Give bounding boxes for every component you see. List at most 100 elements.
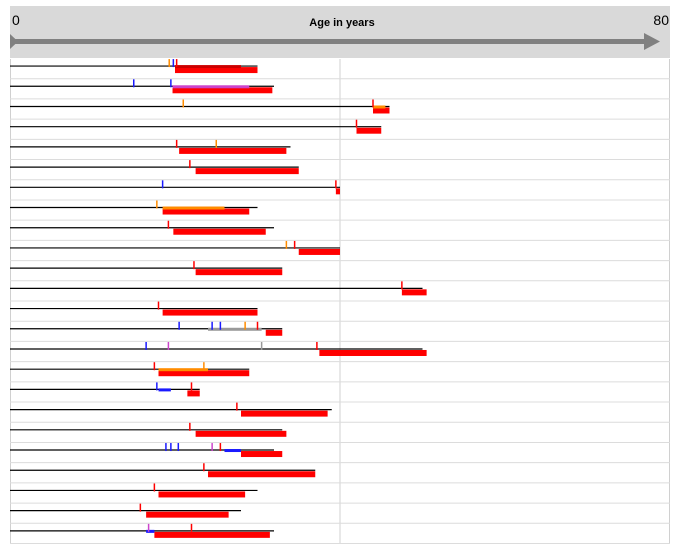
event-bar [173,228,266,235]
event-tick [189,160,191,169]
event-bar [195,168,299,175]
event-bar [224,449,241,453]
event-bar [208,327,262,331]
event-tick [293,240,296,249]
event-tick [161,180,164,189]
event-tick [335,180,337,189]
event-bar [195,430,287,437]
patient-row [10,483,258,498]
event-tick [165,443,167,452]
event-bar [179,147,287,154]
event-tick [190,523,193,532]
event-tick [145,341,147,350]
event-tick [167,220,170,229]
event-bar [162,309,258,316]
event-tick [193,261,195,270]
patient-row [10,59,258,74]
patient-row [10,119,382,134]
event-bar [175,67,258,74]
event-bar [373,105,386,109]
event-tick [219,443,222,452]
arrow-head [644,33,660,50]
event-tick [175,139,178,148]
event-tick [156,200,158,209]
event-tick [157,301,160,310]
event-bar [172,87,273,94]
event-tick [139,503,142,512]
event-tick [153,483,156,492]
patient-row [10,220,274,235]
age-axis-arrow [10,33,660,50]
arrow-tail [10,34,18,49]
patient-row [10,301,258,316]
event-tick [316,341,318,350]
event-tick [219,321,222,330]
patient-row [10,503,241,518]
event-tick [172,59,175,68]
event-bar [241,451,283,458]
grid [10,59,670,544]
patient-row [10,200,258,215]
event-bar [356,127,382,134]
event-bar [319,349,427,356]
patient-row [10,402,332,417]
patient-row [10,160,299,175]
event-bar [162,208,250,215]
patient-row [10,422,287,437]
patient-row [10,139,291,154]
event-tick [177,443,180,452]
event-bar [158,491,246,498]
event-tick [203,362,205,371]
event-bar [146,529,155,533]
event-tick [189,422,191,431]
patient-row [10,523,274,538]
event-tick [156,382,158,391]
patient-row [10,281,427,296]
event-tick [211,321,213,330]
event-bar [172,85,250,89]
event-tick [236,402,238,411]
patient-row [10,261,283,276]
event-bar [175,65,241,69]
event-bar [158,368,208,372]
event-bar [195,269,283,276]
event-tick [244,321,246,330]
event-bar [265,329,283,336]
event-bar [298,248,340,255]
event-tick [211,443,213,452]
event-bar [241,410,328,417]
event-tick [170,443,172,452]
event-tick [182,99,184,108]
event-bar [401,289,427,296]
event-bar [158,370,250,377]
event-bar [187,390,200,397]
patient-row [10,321,283,336]
event-bar [154,531,270,538]
arrow-shaft [10,39,646,44]
event-tick [401,281,403,290]
event-tick [175,59,178,68]
event-tick [190,382,193,391]
event-bar [146,511,229,518]
patient-row [10,99,390,114]
event-bar [208,471,316,478]
event-tick [285,240,288,249]
patient-row [10,341,427,356]
patient-row [10,443,283,458]
event-tick [256,321,259,330]
patient-rows [10,59,427,538]
event-tick [168,59,170,68]
x-axis-label: Age in years [309,17,374,29]
patient-row [10,79,274,94]
event-tick [355,119,358,128]
event-tick [167,341,170,350]
event-bar [373,107,390,114]
tick-label-end: 80 [653,12,669,28]
header-band [10,6,670,58]
event-bar [158,388,171,392]
event-tick [178,321,180,330]
event-tick [215,139,217,148]
patient-row [10,180,340,195]
event-bar [162,206,225,210]
